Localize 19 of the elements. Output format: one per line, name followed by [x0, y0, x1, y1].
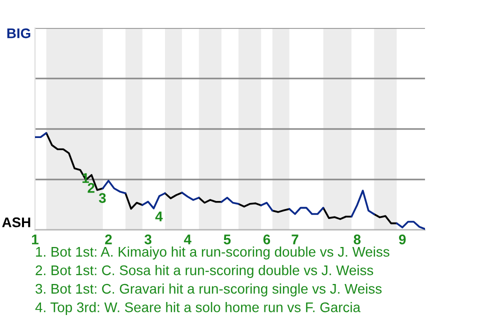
- text: 1. Bot 1st: A. Kimaiyo hit a run-scoring double vs J. Weiss: [36, 246, 390, 260]
- x-tick-label: 5: [224, 234, 231, 244]
- x-tick-label: 9: [399, 234, 406, 244]
- annotation: 2: [88, 183, 94, 193]
- annotation: 3: [98, 193, 106, 203]
- x-tick-label: 6: [263, 234, 270, 244]
- annotation: 4: [155, 212, 163, 222]
- x-tick-label: 3: [144, 234, 152, 244]
- text: 3. Bot 1st: C. Gravari hit a run-scoring single vs J. Weiss: [36, 284, 382, 296]
- text: ASH: [2, 217, 30, 228]
- text: 2. Bot 1st: C. Sosa hit a run-scoring double vs J. Weiss: [36, 265, 374, 278]
- text: 4. Top 3rd: W. Seare hit a solo home run vs F. Garcia: [35, 302, 361, 315]
- x-tick-label: 7: [292, 234, 298, 244]
- annotation: 1: [82, 173, 89, 183]
- x-tick-label: 4: [184, 234, 192, 244]
- text: BIG: [7, 28, 30, 38]
- x-tick-label: 8: [354, 234, 361, 244]
- x-tick-label: 1: [32, 234, 38, 244]
- x-tick-label: 2: [105, 234, 112, 244]
